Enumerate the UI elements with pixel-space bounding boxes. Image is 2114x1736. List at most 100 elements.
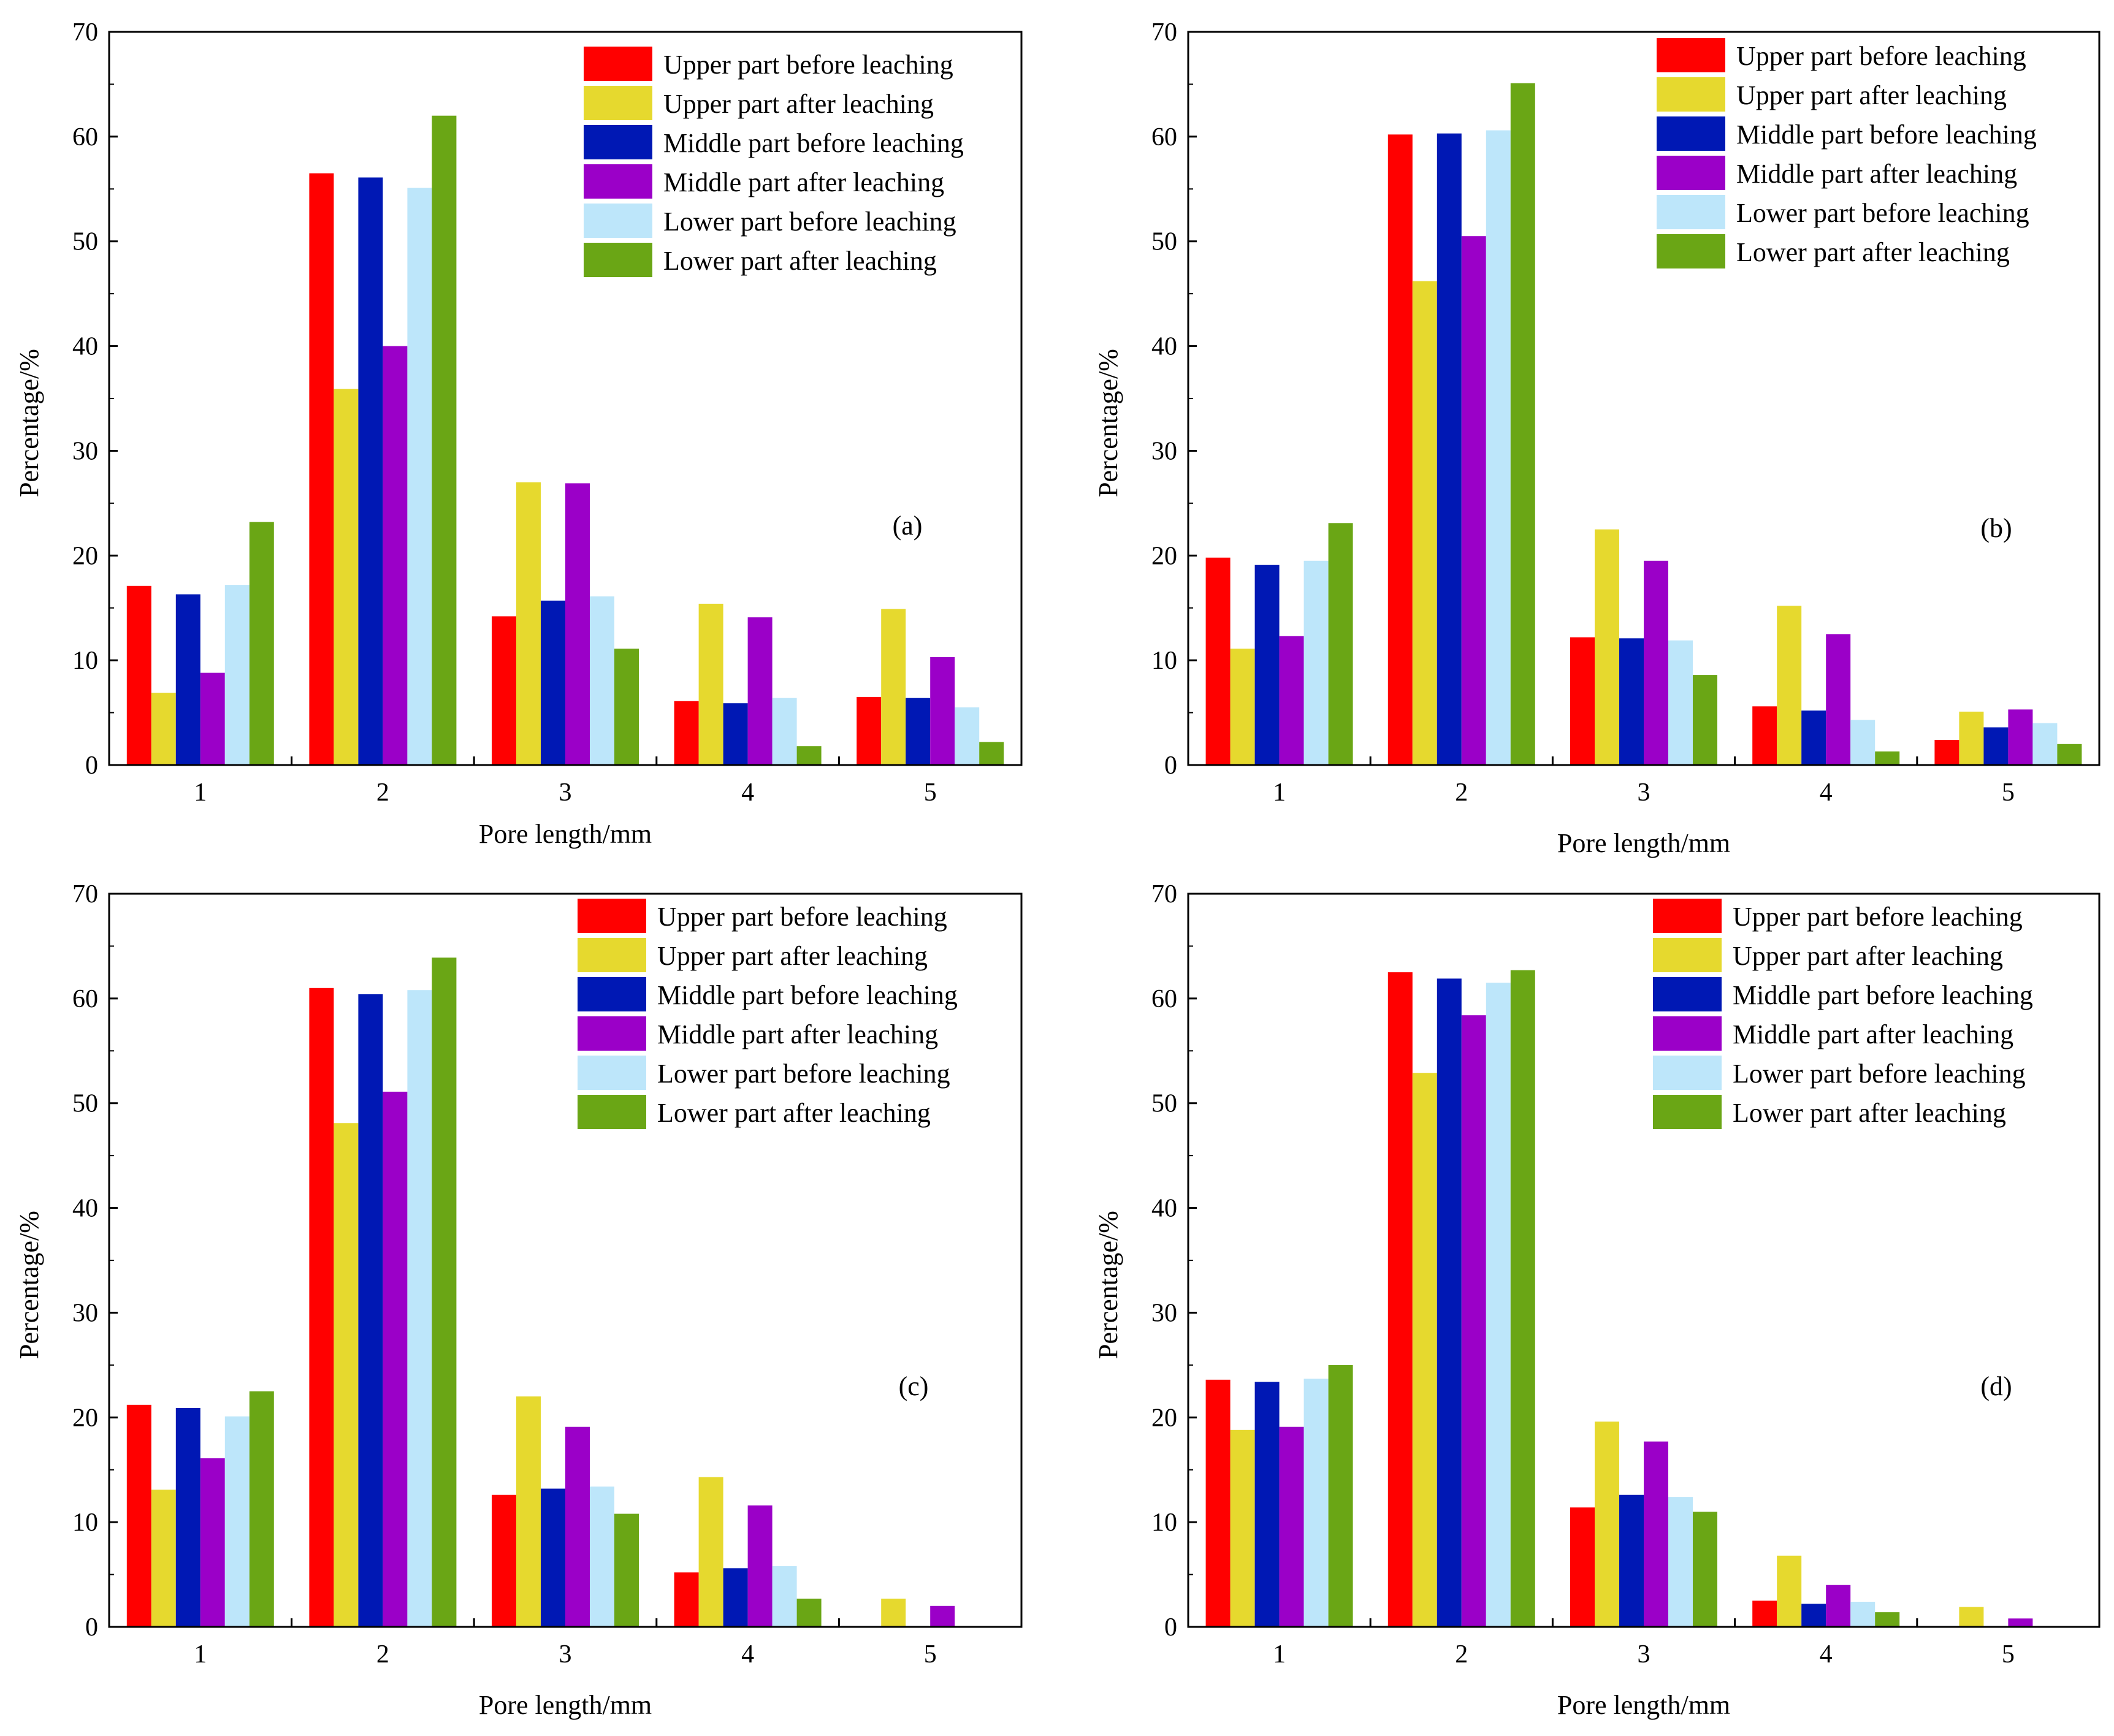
bar-0-5-4 [979,742,1004,765]
bar-0-4-1 [407,188,432,766]
bar-1-3-0 [1279,636,1304,765]
legend-label: Lower part after leaching [1733,1098,2006,1128]
legend: Upper part before leaching Upper part aft… [1657,38,2037,268]
bar-1-2-4 [1983,727,2009,765]
x-axis-title: Pore length/mm [1557,828,1730,858]
y-tick-label: 40 [1151,1195,1177,1223]
bar-3-3-1 [1461,1015,1486,1627]
x-tick-label: 2 [1455,779,1468,807]
bar-0-0-0 [126,585,151,765]
bar-3-1-0 [1230,1430,1255,1627]
legend-swatch [584,243,652,277]
bar-2-5-1 [432,957,457,1627]
bar-1-2-0 [1254,565,1280,765]
legend-label: Lower part before leaching [1736,198,2029,228]
chart-panel-0: 0 10 20 30 40 50 60 70 1 2 3 4 5 Pore length/mm Percen… [14,18,1023,849]
legend-label: Lower part after leaching [657,1098,931,1128]
legend-label: Lower part after leaching [1736,237,2010,267]
bar-1-2-2 [1619,638,1644,765]
bar-3-0-3 [1752,1601,1777,1627]
y-tick-label: 0 [1164,1613,1177,1642]
x-tick-label: 2 [376,779,389,807]
bar-1-3-4 [2008,709,2033,765]
y-tick-label: 20 [72,542,98,570]
bar-2-4-2 [590,1487,614,1627]
bar-0-2-4 [906,698,931,765]
bar-3-0-1 [1387,972,1413,1627]
legend-label: Middle part before leaching [657,980,958,1010]
bar-1-2-1 [1437,133,1462,766]
bar-3-2-2 [1619,1494,1644,1627]
bar-0-1-1 [334,389,359,765]
y-tick-label: 60 [1151,123,1177,151]
bar-2-4-0 [224,1416,250,1627]
bar-0-5-0 [249,522,274,765]
y-tick-label: 60 [72,123,98,151]
y-axis-title: Percentage/% [14,1211,44,1359]
legend-swatch [578,1095,646,1129]
y-tick-label: 70 [72,18,98,47]
bar-3-3-4 [2008,1618,2033,1627]
bar-2-3-4 [930,1605,955,1627]
bar-0-5-2 [614,649,639,765]
legend: Upper part before leaching Upper part aft… [1653,899,2033,1129]
x-tick-label: 5 [2002,779,2015,807]
bar-2-5-0 [249,1391,274,1627]
legend-label: Middle part before leaching [1736,120,2037,150]
bar-2-5-3 [796,1598,822,1627]
bar-0-0-3 [674,701,699,765]
x-tick-label: 5 [2002,1640,2015,1669]
legend-swatch [1653,1016,1722,1051]
bar-3-3-0 [1279,1426,1304,1627]
legend-swatch [578,1016,646,1051]
bar-3-2-3 [1801,1604,1826,1627]
panel-label: (c) [899,1371,929,1401]
legend-swatch [584,164,652,199]
bar-1-0-3 [1752,706,1777,765]
bar-3-5-1 [1510,970,1535,1627]
legend-swatch [1657,195,1725,229]
bar-2-3-0 [200,1458,225,1627]
y-tick-label: 70 [72,880,98,908]
legend-swatch [584,204,652,238]
legend-swatch [578,1056,646,1090]
y-tick-label: 10 [72,647,98,675]
panel-label: (d) [1980,1371,2012,1401]
legend-swatch [1657,77,1725,112]
bar-2-3-2 [565,1426,590,1627]
bar-0-1-2 [516,482,541,765]
x-tick-label: 4 [741,779,754,807]
legend-swatch [584,47,652,81]
legend-label: Upper part after leaching [663,89,934,119]
x-axis-title: Pore length/mm [1557,1690,1730,1720]
bar-2-2-0 [175,1407,200,1627]
x-tick-label: 2 [1455,1640,1468,1669]
y-axis-title: Percentage/% [1093,1211,1123,1359]
legend: Upper part before leaching Upper part aft… [578,899,958,1129]
legend-label: Middle part before leaching [1733,980,2033,1010]
bar-0-2-0 [175,594,200,765]
bar-0-4-4 [955,707,980,765]
bar-3-5-0 [1328,1365,1353,1627]
y-tick-label: 30 [1151,1299,1177,1327]
x-tick-label: 4 [1820,1640,1833,1669]
bar-2-5-2 [614,1513,639,1627]
bar-2-1-2 [516,1396,541,1627]
x-tick-label: 1 [194,1640,207,1669]
bar-1-3-2 [1644,560,1668,765]
bar-2-4-3 [772,1566,797,1627]
x-tick-label: 3 [1638,1640,1650,1669]
bar-2-3-1 [383,1091,408,1627]
bar-1-4-3 [1850,720,1876,765]
bar-3-4-0 [1303,1379,1329,1627]
legend-label: Lower part before leaching [663,207,956,237]
y-tick-label: 0 [1164,752,1177,780]
bar-1-0-1 [1387,134,1413,765]
x-tick-label: 4 [741,1640,754,1669]
bar-0-3-0 [200,672,225,765]
bar-1-1-4 [1959,711,1984,765]
bar-0-5-1 [432,115,457,766]
bar-0-1-3 [698,603,723,765]
bar-0-4-0 [224,585,250,765]
y-tick-label: 30 [72,1299,98,1327]
